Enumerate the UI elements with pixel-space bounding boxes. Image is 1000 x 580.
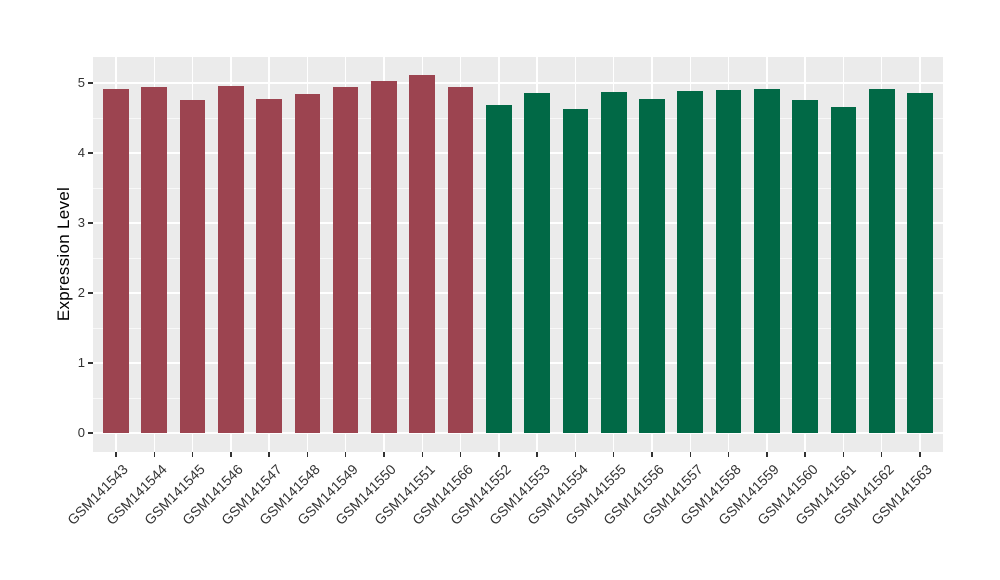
bar-GSM141554 <box>562 108 589 433</box>
x-tick-mark <box>880 452 883 457</box>
gridline-major <box>93 152 943 154</box>
gridline-major <box>93 292 943 294</box>
x-tick-mark <box>421 452 424 457</box>
x-tick-mark <box>804 452 806 457</box>
x-tick-mark <box>230 452 232 457</box>
bar-GSM141556 <box>639 99 665 433</box>
bar-GSM141546 <box>218 85 244 433</box>
y-tick-label: 1 <box>77 355 85 370</box>
plot-panel <box>93 57 943 452</box>
x-tick-mark <box>191 452 194 457</box>
x-tick-mark <box>689 452 692 457</box>
gridline-minor <box>93 257 943 259</box>
y-tick-label: 2 <box>77 285 85 300</box>
x-tick-mark <box>766 452 768 457</box>
y-tick-mark <box>88 222 93 224</box>
y-tick-label: 3 <box>77 215 85 230</box>
x-tick-mark <box>727 452 730 457</box>
gridline-major <box>93 222 943 224</box>
y-tick-mark <box>88 152 93 154</box>
y-tick-label: 4 <box>77 145 85 160</box>
y-tick-label: 5 <box>77 75 85 90</box>
x-tick-mark <box>268 452 270 457</box>
x-tick-mark <box>115 452 117 457</box>
x-tick-mark <box>842 452 845 457</box>
bar-GSM141547 <box>256 99 282 433</box>
y-tick-mark <box>88 292 93 294</box>
bar-GSM141543 <box>103 88 129 433</box>
x-tick-mark <box>574 452 577 457</box>
x-tick-mark <box>459 452 462 457</box>
bar-GSM141548 <box>294 94 321 433</box>
gridline-minor <box>93 397 943 399</box>
gridline-minor <box>93 187 943 189</box>
y-tick-mark <box>88 432 93 434</box>
x-tick-mark <box>919 452 921 457</box>
bar-GSM141560 <box>792 99 818 433</box>
bar-GSM141545 <box>179 99 206 433</box>
bar-GSM141544 <box>141 86 168 433</box>
bar-GSM141562 <box>868 88 895 433</box>
x-tick-mark <box>651 452 653 457</box>
x-tick-mark <box>306 452 309 457</box>
bar-GSM141552 <box>486 104 512 433</box>
x-tick-mark <box>344 452 347 457</box>
y-axis-ticks <box>88 57 93 452</box>
bar-GSM141557 <box>677 90 704 433</box>
y-tick-mark <box>88 82 93 84</box>
x-tick-mark <box>383 452 385 457</box>
gridline-major <box>93 362 943 364</box>
bar-GSM141563 <box>907 92 933 433</box>
bar-GSM141549 <box>332 86 359 433</box>
gridline-major <box>93 82 943 84</box>
x-tick-mark <box>536 452 538 457</box>
bar-GSM141559 <box>754 88 780 433</box>
x-tick-mark <box>153 452 155 457</box>
x-axis-ticks <box>93 452 943 458</box>
y-axis-tick-labels: 0 1 2 3 4 5 <box>0 57 85 452</box>
gridline-major <box>93 432 943 434</box>
bar-GSM141561 <box>830 106 857 433</box>
bar-GSM141550 <box>371 80 397 433</box>
x-axis-tick-labels: GSM141543 GSM141544 GSM141545 GSM141546 GSM1… <box>64 452 953 580</box>
bar-GSM141551 <box>409 74 436 433</box>
x-tick-mark <box>498 452 500 457</box>
gridline-minor <box>93 117 943 119</box>
y-tick-mark <box>88 362 93 364</box>
bar-GSM141553 <box>524 92 550 433</box>
bar-GSM141566 <box>447 86 474 433</box>
bar-GSM141558 <box>715 90 742 433</box>
gridline-minor <box>93 327 943 329</box>
bar-GSM141555 <box>600 92 627 433</box>
x-tick-mark <box>612 452 615 457</box>
y-tick-label: 0 <box>77 425 85 440</box>
